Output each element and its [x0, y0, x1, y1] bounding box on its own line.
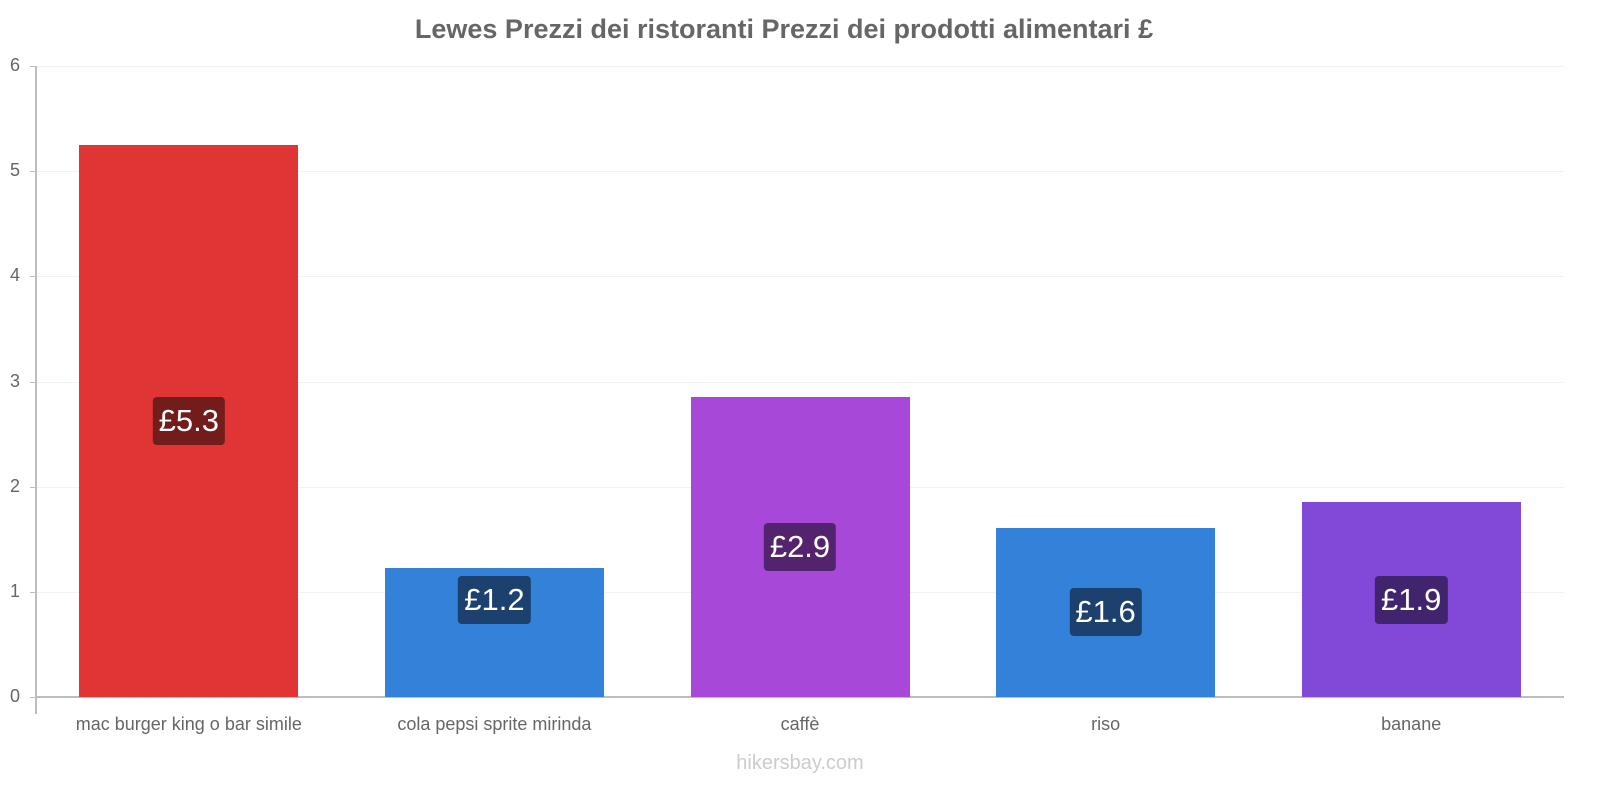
y-tick-mark: [30, 381, 36, 383]
gridline: [36, 276, 1564, 278]
chart-title: Lewes Prezzi dei ristoranti Prezzi dei p…: [414, 14, 1154, 44]
x-axis-line: [36, 696, 1564, 698]
y-tick-label: 3: [9, 370, 20, 391]
x-tick-label: caffè: [780, 714, 820, 734]
y-tick-label: 6: [9, 55, 20, 75]
bar-value-label: £1.9: [1375, 575, 1448, 624]
x-tick-label: banane: [1381, 714, 1442, 734]
y-tick-mark: [30, 697, 36, 698]
watermark: hikersbay.com: [736, 752, 864, 774]
y-tick-label: 2: [9, 475, 20, 496]
gridline: [36, 66, 1564, 67]
y-tick-label: 4: [9, 265, 20, 286]
y-tick-label: 0: [9, 686, 20, 706]
bar-value-label: £2.9: [763, 523, 837, 572]
x-tick-label: cola pepsi sprite mirinda: [397, 714, 592, 734]
x-tick-label: riso: [1091, 714, 1121, 734]
gridline: [36, 381, 1564, 383]
gridline: [36, 171, 1564, 173]
y-tick-label: 1: [9, 580, 20, 601]
y-axis-line: [35, 66, 37, 714]
y-tick-mark: [30, 66, 36, 67]
y-tick-mark: [30, 276, 36, 278]
y-tick-label: 5: [9, 160, 20, 181]
x-tick-label: mac burger king o bar simile: [75, 714, 302, 734]
bar-value-label: £1.6: [1069, 588, 1142, 637]
y-tick-mark: [30, 486, 36, 488]
bar-value-label: £5.3: [152, 396, 225, 445]
y-tick-mark: [30, 171, 36, 173]
y-tick-mark: [30, 591, 36, 593]
bar-value-label: £1.2: [458, 575, 531, 624]
